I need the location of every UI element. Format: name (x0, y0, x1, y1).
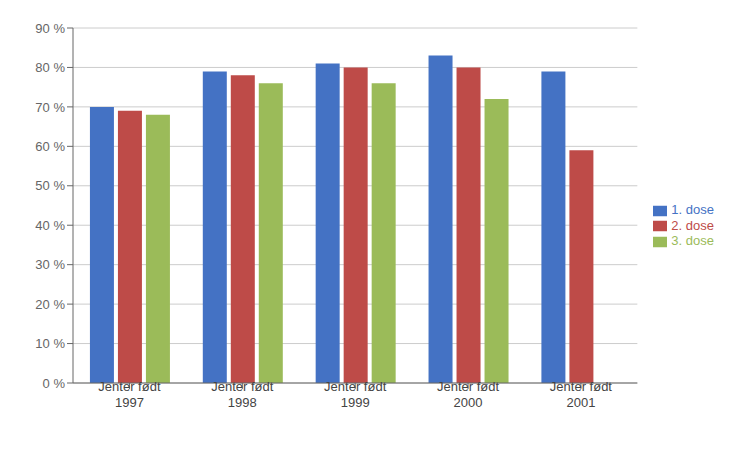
svg-text:50 %: 50 % (35, 178, 65, 193)
svg-text:Jenter født1999: Jenter født1999 (324, 379, 387, 410)
svg-text:30 %: 30 % (35, 257, 65, 272)
svg-text:70 %: 70 % (35, 100, 65, 115)
html-text:1. dose: 1. dose (671, 202, 714, 218)
svg-text:60 %: 60 % (35, 139, 65, 154)
svg-text:20 %: 20 % (35, 297, 65, 312)
svg-text:40 %: 40 % (35, 218, 65, 233)
html-text:3. dose: 3. dose (671, 233, 714, 249)
html-text:2. dose: 2. dose (671, 217, 714, 233)
svg-text:Jenter født2000: Jenter født2000 (437, 379, 500, 410)
svg-text:0 %: 0 % (43, 376, 66, 391)
svg-text:Jenter født1998: Jenter født1998 (211, 379, 274, 410)
svg-text:90 %: 90 % (35, 21, 65, 36)
svg-text:Jenter født2001: Jenter født2001 (550, 379, 613, 410)
svg-text:80 %: 80 % (35, 60, 65, 75)
svg-text:10 %: 10 % (35, 336, 65, 351)
svg-text:Jenter født1997: Jenter født1997 (98, 379, 161, 410)
